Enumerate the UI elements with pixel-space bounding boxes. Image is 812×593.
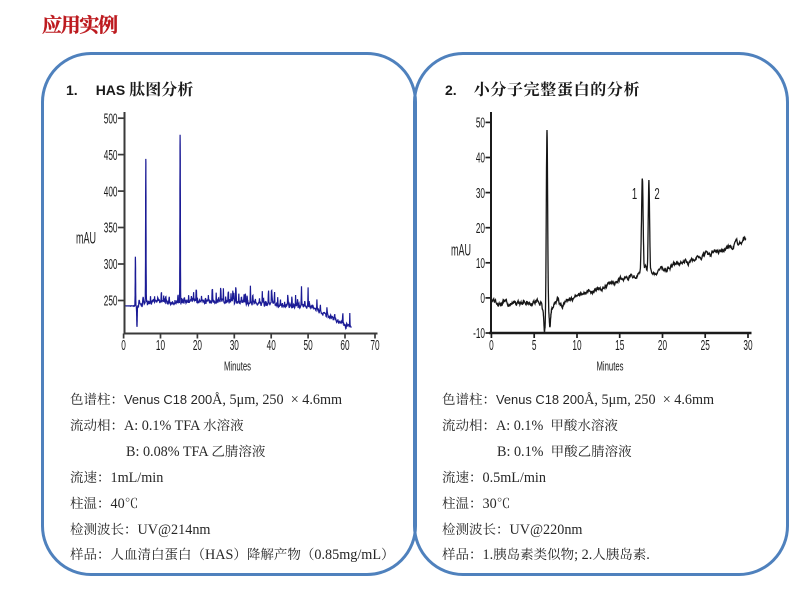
svg-text:40: 40 — [267, 336, 276, 353]
svg-text:0: 0 — [121, 336, 126, 353]
svg-text:mAU: mAU — [76, 229, 96, 248]
svg-text:70: 70 — [370, 336, 379, 353]
svg-text:60: 60 — [340, 336, 349, 353]
svg-text:15: 15 — [615, 336, 624, 353]
svg-text:300: 300 — [104, 256, 118, 273]
svg-text:450: 450 — [104, 146, 118, 163]
svg-text:500: 500 — [104, 110, 118, 127]
svg-text:1: 1 — [632, 184, 637, 202]
svg-text:0: 0 — [489, 336, 494, 353]
svg-text:30: 30 — [476, 184, 485, 201]
svg-text:10: 10 — [572, 336, 581, 353]
svg-text:350: 350 — [104, 219, 118, 236]
svg-text:400: 400 — [104, 183, 118, 200]
svg-text:250: 250 — [104, 292, 118, 309]
svg-text:mAU: mAU — [451, 241, 471, 260]
svg-text:-10: -10 — [473, 325, 485, 342]
svg-text:10: 10 — [476, 254, 485, 271]
svg-text:Minutes: Minutes — [596, 361, 623, 374]
svg-text:20: 20 — [193, 336, 202, 353]
svg-text:20: 20 — [658, 336, 667, 353]
svg-text:30: 30 — [230, 336, 239, 353]
svg-text:50: 50 — [304, 336, 313, 353]
svg-text:2: 2 — [654, 184, 659, 202]
svg-text:25: 25 — [701, 336, 710, 353]
svg-text:0: 0 — [480, 289, 485, 306]
svg-text:Minutes: Minutes — [224, 361, 251, 374]
svg-text:50: 50 — [476, 114, 485, 131]
svg-text:10: 10 — [156, 336, 165, 353]
svg-text:20: 20 — [476, 219, 485, 236]
svg-text:5: 5 — [532, 336, 537, 353]
svg-text:30: 30 — [743, 336, 752, 353]
svg-text:40: 40 — [476, 149, 485, 166]
